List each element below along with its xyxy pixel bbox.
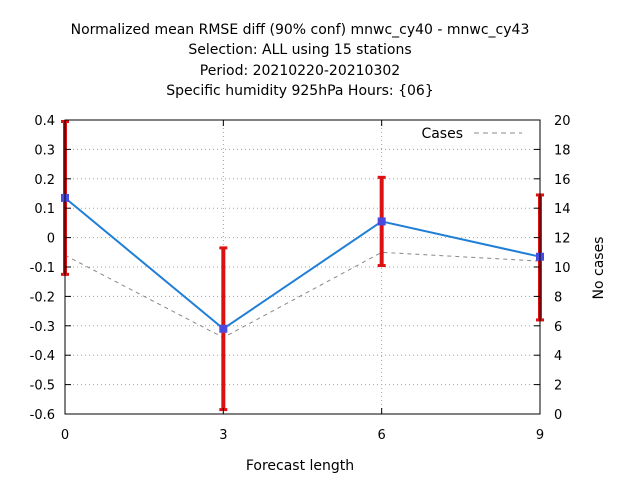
legend-label-cases: Cases	[421, 126, 463, 142]
confidence-error-bars	[61, 119, 544, 412]
title-line-2: Selection: ALL using 15 stations	[188, 42, 411, 58]
y-tick-label: -0.4	[30, 349, 55, 364]
data-markers	[61, 193, 544, 333]
y2-tick-label: 18	[554, 143, 571, 158]
y-tick-label: 0.4	[34, 114, 55, 129]
y2-tick-label: 8	[554, 290, 562, 305]
y-tick-label: 0.3	[34, 143, 55, 158]
cases-series	[64, 251, 541, 339]
y-tick-label: -0.3	[30, 320, 55, 335]
chart-title: Normalized mean RMSE diff (90% conf) mnw…	[71, 22, 530, 99]
x-tick-label: 0	[61, 428, 69, 443]
y-tick-label: 0	[47, 232, 55, 247]
cases-line	[64, 251, 541, 339]
rmse-diff-line	[64, 197, 541, 330]
y-tick-label: -0.5	[30, 379, 55, 394]
x-tick-label: 3	[219, 428, 227, 443]
axis-ticks	[64, 119, 541, 415]
y2-axis-label: No cases	[591, 237, 607, 300]
title-line-1: Normalized mean RMSE diff (90% conf) mnw…	[71, 22, 530, 38]
grid-lines	[65, 120, 540, 414]
y2-tick-label: 14	[554, 202, 571, 217]
y2-axis-tick-labels: 0 2 4 6 8 10 12 14 16 18 20	[554, 114, 571, 423]
x-axis-label: Forecast length	[246, 458, 354, 474]
y-tick-label: -0.6	[30, 408, 55, 423]
y2-tick-label: 6	[554, 320, 562, 335]
y-tick-label: -0.2	[30, 290, 55, 305]
y2-tick-label: 4	[554, 349, 562, 364]
rmse-diff-series	[64, 197, 541, 330]
y2-tick-label: 20	[554, 114, 571, 129]
data-point-marker	[219, 324, 228, 333]
y2-tick-label: 0	[554, 408, 562, 423]
y2-tick-label: 12	[554, 232, 571, 247]
y2-tick-label: 16	[554, 173, 571, 188]
x-tick-label: 9	[536, 428, 544, 443]
y2-tick-label: 2	[554, 379, 562, 394]
y-tick-label: 0.1	[34, 202, 55, 217]
plot-frame	[64, 119, 541, 415]
x-axis-tick-labels: 0 3 6 9	[61, 428, 544, 443]
y-tick-label: 0.2	[34, 173, 55, 188]
title-line-3: Period: 20210220-20210302	[200, 63, 400, 79]
y2-tick-label: 10	[554, 261, 571, 276]
data-point-marker	[377, 217, 386, 226]
title-line-4: Specific humidity 925hPa Hours: {06}	[166, 83, 433, 99]
y-tick-label: -0.1	[30, 261, 55, 276]
y-axis-tick-labels: -0.6 -0.5 -0.4 -0.3 -0.2 -0.1 0 0.1 0.2 0.3 0.4	[30, 114, 55, 423]
x-tick-label: 6	[378, 428, 386, 443]
legend: Cases	[421, 126, 522, 142]
